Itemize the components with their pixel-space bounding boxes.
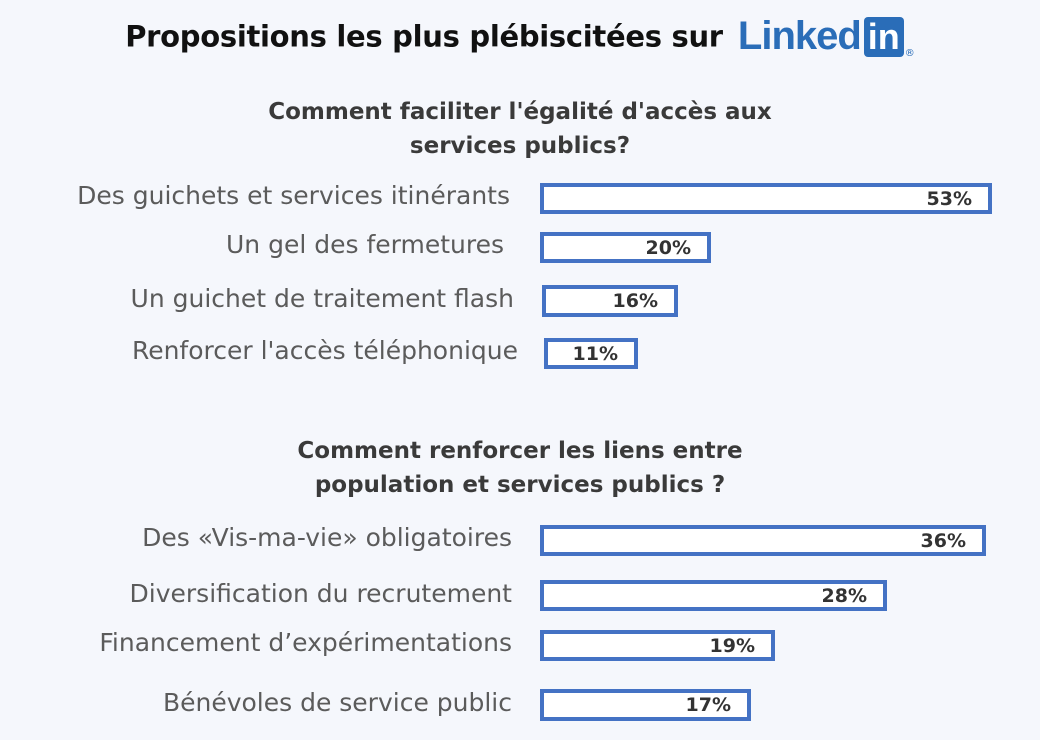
bar-value-label: 19% xyxy=(709,634,755,657)
bar-value-label: 11% xyxy=(572,342,618,365)
bar-value-label: 17% xyxy=(685,694,731,716)
bar-des-guichets-et-services-itinerants: 53% xyxy=(540,183,992,214)
bar-diversification-du-recrutement: 28% xyxy=(540,580,887,611)
bar-financement-d-experimentations: 19% xyxy=(540,630,775,661)
category-label-un-gel-des-fermetures: Un gel des fermetures xyxy=(226,230,504,259)
chart-title: Comment faciliter l'égalité d'accès aux s… xyxy=(268,99,772,159)
category-label-diversification-du-recrutement: Diversification du recrutement xyxy=(129,579,512,608)
bar-value-label: 20% xyxy=(645,236,691,259)
bar-value-label: 16% xyxy=(612,290,658,312)
linkedin-logo-mark: ® xyxy=(904,48,915,59)
bar-un-guichet-de-traitement-flash: 16% xyxy=(542,285,678,317)
chart-title: Comment renforcer les liens entre populat… xyxy=(297,438,743,498)
category-label-renforcer-l-acces-telephonique: Renforcer l'accès téléphonique xyxy=(131,336,518,365)
page-title-text: Propositions les plus plébiscitées sur xyxy=(125,19,723,54)
linkedin-logo: Linked in ® xyxy=(738,14,915,59)
bar-benevoles-de-service-public: 17% xyxy=(540,689,751,721)
bar-value-label: 36% xyxy=(920,529,966,552)
linkedin-logo-word: Linked xyxy=(737,14,862,58)
category-label-financement-d-experimentations: Financement d’expérimentations xyxy=(99,628,512,657)
linkedin-logo-box: in xyxy=(863,16,904,57)
category-label-des-vis-ma-vie-obligatoires: Des «Vis-ma-vie» obligatoires xyxy=(142,523,512,552)
bar-value-label: 53% xyxy=(926,187,972,210)
category-label-un-guichet-de-traitement-flash: Un guichet de traitement flash xyxy=(130,284,514,313)
page-title: Propositions les plus plébiscitées sur L… xyxy=(0,14,1040,59)
bar-des-vis-ma-vie-obligatoires: 36% xyxy=(540,525,986,556)
category-label-benevoles-de-service-public: Bénévoles de service public xyxy=(162,688,512,717)
bar-value-label: 28% xyxy=(821,584,867,607)
bar-renforcer-l-acces-telephonique: 11% xyxy=(544,338,638,369)
bar-un-gel-des-fermetures: 20% xyxy=(540,232,711,263)
category-label-des-guichets-et-services-itinerants: Des guichets et services itinérants xyxy=(77,181,510,210)
